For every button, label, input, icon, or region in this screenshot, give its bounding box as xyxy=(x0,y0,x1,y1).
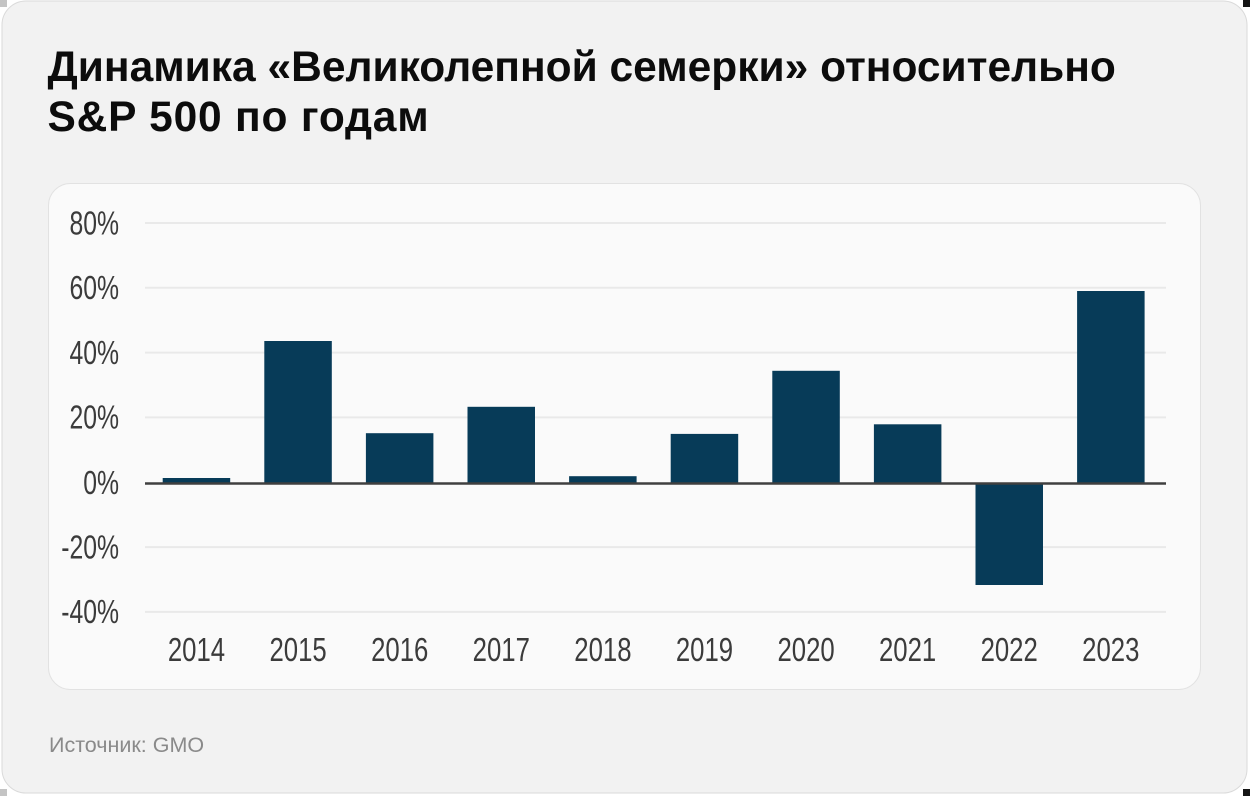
svg-text:Источник: GMO: Источник: GMO xyxy=(49,733,204,757)
svg-text:0%: 0% xyxy=(83,466,119,502)
svg-text:-40%: -40% xyxy=(61,595,119,631)
svg-text:2023: 2023 xyxy=(1082,632,1139,669)
svg-text:S&P 500 по годам: S&P 500 по годам xyxy=(48,94,430,141)
svg-text:80%: 80% xyxy=(69,206,119,242)
svg-text:Динамика «Великолепной семерки: Динамика «Великолепной семерки» относите… xyxy=(48,44,1116,91)
svg-text:2020: 2020 xyxy=(777,632,834,669)
svg-text:2022: 2022 xyxy=(981,632,1038,669)
svg-text:2019: 2019 xyxy=(676,632,733,669)
svg-text:2015: 2015 xyxy=(269,632,326,669)
svg-text:2017: 2017 xyxy=(473,632,530,669)
svg-text:20%: 20% xyxy=(69,400,119,436)
svg-text:2018: 2018 xyxy=(574,632,631,669)
svg-text:-20%: -20% xyxy=(61,530,119,566)
svg-text:40%: 40% xyxy=(69,336,119,372)
svg-text:60%: 60% xyxy=(69,271,119,307)
svg-text:2021: 2021 xyxy=(879,632,936,669)
svg-text:2016: 2016 xyxy=(371,632,428,669)
svg-text:2014: 2014 xyxy=(168,632,225,669)
